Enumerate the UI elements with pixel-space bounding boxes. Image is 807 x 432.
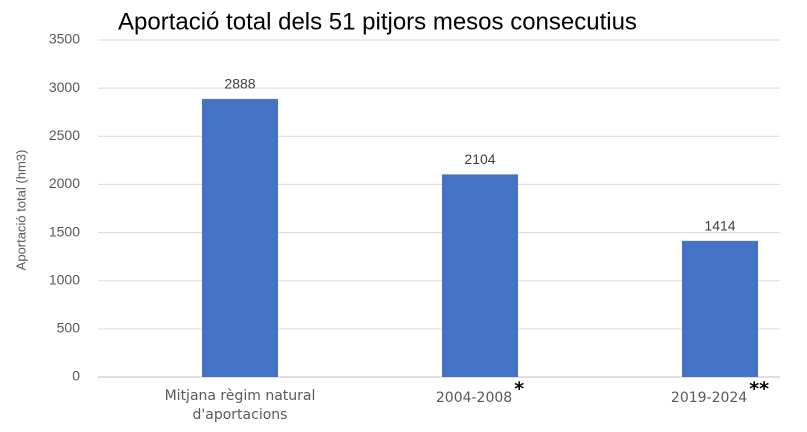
bar	[442, 174, 518, 377]
bar	[682, 240, 758, 377]
y-tick-label: 1500	[49, 223, 80, 239]
x-tick-label: Mitjana règim natural d'aportacions	[140, 387, 340, 425]
annotation: **	[749, 378, 770, 400]
y-tick-label: 1000	[49, 271, 80, 287]
y-tick-label: 500	[57, 320, 81, 336]
category-text: 2004-2008	[435, 390, 513, 406]
data-label: 2888	[224, 76, 255, 92]
y-tick-label: 2500	[49, 127, 80, 143]
bar	[202, 98, 278, 378]
category-text: 2019-2024	[670, 390, 748, 406]
y-tick-label: 3500	[49, 31, 80, 47]
y-tick-label: 3000	[49, 79, 80, 95]
chart-title: Aportació total dels 51 pitjors mesos co…	[118, 8, 637, 35]
category-text: Mitjana règim natural d'aportacions	[164, 388, 316, 423]
data-label: 1414	[704, 218, 735, 234]
annotation: *	[514, 378, 525, 400]
y-tick-label: 0	[72, 368, 80, 384]
y-axis-label: Aportació total (hm3)	[13, 150, 28, 271]
x-tick-label: 2019-2024 **	[620, 380, 807, 408]
y-tick-label: 2000	[49, 175, 80, 191]
x-tick-label: 2004-2008 *	[380, 380, 580, 408]
data-label: 2104	[464, 151, 495, 167]
